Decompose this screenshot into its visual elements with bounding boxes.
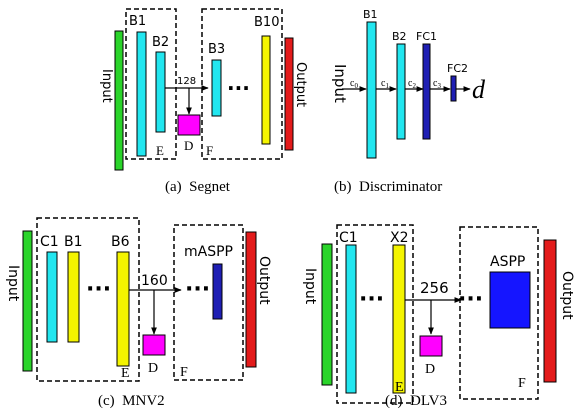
segnet-ellipsis: ··· (227, 76, 250, 100)
disc-block-fc1 (422, 43, 431, 140)
segnet-decoder-box (201, 8, 283, 160)
disc-block-b2 (396, 43, 406, 140)
dlv3-block-c1 (345, 244, 357, 394)
mnv2-d-label: D (148, 361, 158, 376)
mnv2-block-aspp (212, 263, 223, 320)
disc-fc2-label: FC2 (447, 62, 468, 75)
dlv3-block-x2 (392, 244, 406, 394)
disc-caption: (b) Discriminator (334, 179, 442, 195)
segnet-input-bar (114, 30, 124, 171)
segnet-input-label: Input (99, 69, 114, 103)
segnet-block-b3 (211, 59, 222, 117)
dlv3-c1-label: C1 (339, 230, 358, 246)
disc-block-fc2 (450, 75, 457, 102)
mnv2-output-label: Output (256, 256, 272, 305)
mnv2-ellipsis2: ··· (185, 277, 210, 302)
segnet-caption: (a) Segnet (165, 179, 231, 195)
mnv2-aspp-label: mASPP (184, 244, 233, 260)
disc-input-label: Input (331, 64, 349, 103)
dlv3-f-label: F (518, 376, 526, 391)
segnet-block-b10 (261, 35, 271, 145)
segnet-b10-label: B10 (254, 15, 279, 30)
disc-d-label: d (472, 75, 486, 104)
dlv3-caption: (d) DLV3 (385, 393, 447, 409)
dlv3-decoder-box (459, 226, 539, 400)
segnet-d-label: D (184, 138, 193, 153)
disc-b2-label: B2 (392, 30, 407, 43)
segnet-panel: Input B1 B2 E 128 D B3 ··· B10 F Output … (99, 8, 308, 195)
segnet-output-bar (284, 37, 294, 151)
segnet-f-label: F (206, 143, 213, 158)
mnv2-b6-label: B6 (111, 234, 130, 250)
mnv2-dropout-d (142, 334, 166, 356)
disc-c3-label: c3 (433, 78, 441, 90)
segnet-b3-label: B3 (208, 42, 225, 57)
dlv3-x2-label: X2 (390, 230, 409, 246)
segnet-output-label: Output (293, 62, 308, 107)
dlv3-output-bar (543, 239, 557, 383)
mnv2-caption: (c) MNV2 (98, 393, 165, 409)
segnet-b1-label: B1 (129, 14, 146, 29)
mnv2-block-b6 (116, 251, 130, 367)
mnv2-output-bar (245, 231, 257, 368)
segnet-encoder-box (125, 8, 177, 160)
dlv3-ellipsis2: ··· (458, 287, 483, 312)
dlv3-input-label: Input (302, 268, 318, 305)
mnv2-encoder-box (36, 217, 140, 382)
dlv3-panel: Input C1 ··· X2 E 256 D ··· ASPP F Outpu… (302, 224, 575, 409)
mnv2-decoder-box (173, 224, 244, 381)
disc-b1-label: B1 (363, 8, 378, 21)
mnv2-block-b1 (67, 251, 80, 343)
dlv3-output-label: Output (559, 271, 575, 320)
segnet-block-b2 (155, 51, 166, 133)
disc-c2-label: c2 (408, 78, 416, 90)
segnet-e-label: E (156, 143, 164, 158)
disc-block-b1 (366, 21, 377, 159)
segnet-dropout-d (177, 114, 201, 136)
mnv2-ellipsis1: ··· (86, 277, 111, 302)
discriminator-panel: Input c0 B1 c1 B2 c2 FC1 c3 FC2 d (b) Di… (331, 8, 486, 195)
disc-c0-label: c0 (350, 78, 358, 90)
mnv2-input-label: Input (5, 265, 21, 302)
dlv3-channels-label: 256 (420, 279, 449, 297)
mnv2-f-label: F (180, 365, 188, 380)
mnv2-input-bar (22, 230, 33, 372)
mnv2-channels-label: 160 (141, 273, 168, 289)
dlv3-e-label: E (395, 380, 404, 395)
segnet-b2-label: B2 (152, 35, 169, 50)
dlv3-block-aspp (489, 271, 531, 329)
mnv2-panel: Input C1 B1 ··· B6 E 160 D mASPP ··· F O… (5, 217, 272, 409)
mnv2-e-label: E (121, 366, 130, 381)
segnet-channels-label: 128 (177, 76, 196, 87)
disc-c1-label: c1 (381, 78, 389, 90)
dlv3-input-bar (321, 243, 333, 386)
dlv3-ellipsis1: ··· (359, 287, 384, 312)
dlv3-aspp-label: ASPP (490, 254, 525, 270)
mnv2-c1-label: C1 (40, 234, 59, 250)
mnv2-b1-label: B1 (64, 234, 83, 250)
dlv3-dropout-d (419, 335, 443, 357)
mnv2-block-c1 (46, 251, 58, 343)
segnet-block-b1 (136, 31, 147, 157)
disc-fc1-label: FC1 (416, 30, 437, 43)
dlv3-d-label: D (425, 362, 435, 377)
dlv3-encoder-box (336, 224, 414, 404)
